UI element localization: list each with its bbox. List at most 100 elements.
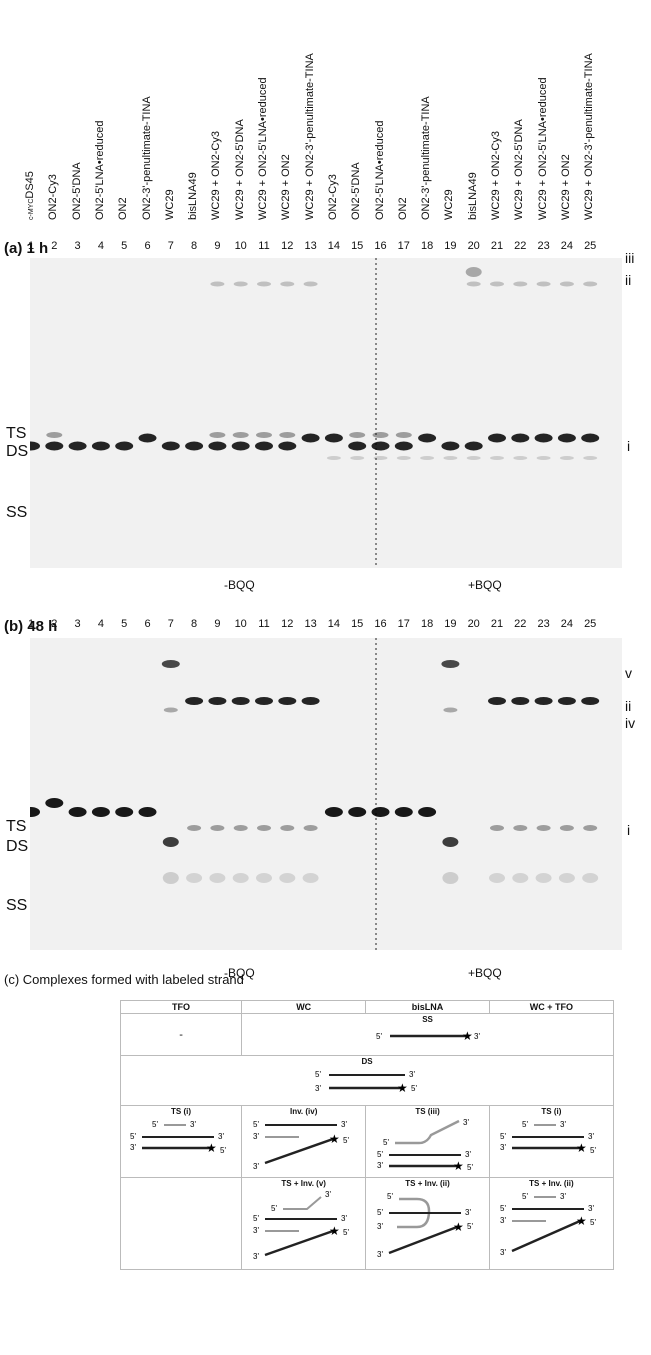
band-main bbox=[45, 798, 64, 808]
three-prime-label: 3' bbox=[465, 1150, 471, 1159]
band-main bbox=[441, 441, 460, 451]
lane-number: 10 bbox=[234, 618, 247, 630]
ts-inv-v-heading: TS + Inv. (v) bbox=[281, 1179, 326, 1188]
band-ii bbox=[559, 281, 574, 287]
label-ds-b: DS bbox=[6, 838, 29, 855]
band-main bbox=[278, 441, 297, 451]
band-ii bbox=[280, 281, 295, 287]
five-prime-label: 5' bbox=[500, 1132, 506, 1141]
lane-number: 11 bbox=[258, 618, 270, 630]
five-prime-label: 5' bbox=[376, 1032, 382, 1041]
lane-number: 20 bbox=[467, 240, 480, 252]
svg-text:★: ★ bbox=[329, 1224, 340, 1238]
band-ts bbox=[395, 432, 412, 438]
band-ii bbox=[557, 697, 576, 705]
band-main bbox=[45, 441, 64, 451]
three-prime-label: 3' bbox=[500, 1248, 506, 1257]
three-prime-label: 3' bbox=[253, 1132, 259, 1141]
band-ss-smear bbox=[302, 873, 319, 883]
three-prime-label: 3' bbox=[190, 1120, 196, 1129]
band-main bbox=[91, 441, 110, 451]
three-prime-label: 3' bbox=[588, 1132, 594, 1141]
lane-number: 22 bbox=[514, 618, 527, 630]
three-prime-label: 3' bbox=[315, 1084, 321, 1093]
lane-number: 20 bbox=[467, 618, 480, 630]
lane-header-label: WC29 + ON2 bbox=[280, 154, 293, 220]
band-faint bbox=[583, 456, 598, 460]
band-v bbox=[161, 660, 180, 668]
lane-number: 1 bbox=[27, 618, 35, 630]
ts-inv-ii-diagram-2: 5' 3' 5' 3' 3' ★ 5' 3' bbox=[500, 1192, 596, 1257]
band-main bbox=[91, 807, 110, 817]
ts-inv-v-diagram: 3' 5' 5' 3' 3' ★ 5' 3' bbox=[253, 1190, 349, 1259]
cell-ds: DS 5' 3' 3' ★ 5' bbox=[120, 1055, 614, 1106]
lane-number: 1 bbox=[27, 240, 35, 252]
cond-plus-b: +BQQ bbox=[468, 966, 502, 980]
label-v-b: v bbox=[625, 665, 632, 681]
five-prime-label: 5' bbox=[377, 1150, 383, 1159]
cell-ts-i-tfo: TS (i) 5' 3' 5' 3' 3' ★ 5' bbox=[119, 1105, 243, 1178]
band-faint bbox=[350, 456, 365, 460]
cell-ss-dash: - bbox=[119, 1013, 243, 1056]
band-faint bbox=[396, 456, 411, 460]
three-prime-label: 3' bbox=[218, 1132, 224, 1141]
gel-a-svg bbox=[30, 258, 622, 568]
band-main bbox=[324, 433, 343, 443]
band-faint bbox=[490, 456, 504, 460]
lane-number: 9 bbox=[214, 618, 221, 630]
band-ts bbox=[279, 432, 296, 438]
five-prime-label: 5' bbox=[220, 1146, 226, 1155]
lane-number: 4 bbox=[97, 618, 104, 630]
lane-number: 6 bbox=[144, 618, 151, 630]
band-ss-smear bbox=[582, 873, 599, 883]
lane-number: 25 bbox=[584, 618, 597, 630]
label-ts-a: TS bbox=[6, 425, 27, 442]
svg-text:★: ★ bbox=[576, 1141, 587, 1155]
ts-iii-heading: TS (iii) bbox=[415, 1107, 440, 1116]
ts-i-heading: TS (i) bbox=[171, 1107, 192, 1116]
band-main bbox=[464, 441, 483, 451]
band-iv bbox=[163, 707, 178, 713]
svg-text:★: ★ bbox=[453, 1220, 464, 1234]
three-prime-label: 3' bbox=[500, 1143, 506, 1152]
ts-i-diagram: 5' 3' 5' 3' 3' ★ 5' bbox=[130, 1120, 226, 1155]
band-main bbox=[324, 807, 343, 817]
band-ii bbox=[511, 697, 530, 705]
band-low bbox=[162, 837, 179, 847]
band-ss-smear bbox=[442, 872, 459, 884]
lane-number: 22 bbox=[514, 240, 527, 252]
three-prime-label: 3' bbox=[377, 1161, 383, 1170]
three-prime-label: 3' bbox=[474, 1032, 480, 1041]
three-prime-label: 3' bbox=[560, 1192, 566, 1201]
lane-header-label: WC29 bbox=[163, 189, 176, 220]
band-main bbox=[208, 441, 227, 451]
five-prime-label: 5' bbox=[315, 1070, 321, 1079]
lane-number: 10 bbox=[234, 240, 247, 252]
three-prime-label: 3' bbox=[409, 1070, 415, 1079]
lane-number: 21 bbox=[490, 240, 504, 252]
lane-number: 25 bbox=[584, 240, 597, 252]
five-prime-label: 5' bbox=[590, 1218, 596, 1227]
band-ts bbox=[46, 432, 63, 438]
lane-number: 17 bbox=[397, 618, 410, 630]
band-ts bbox=[232, 432, 249, 438]
three-prime-label: 3' bbox=[325, 1190, 331, 1199]
cmyc-prefix: c-MYC bbox=[28, 198, 35, 220]
gel-background bbox=[30, 258, 622, 568]
lane-number: 16 bbox=[374, 618, 387, 630]
band-main bbox=[161, 441, 180, 451]
label-iv-b: iv bbox=[625, 715, 636, 731]
lane-header-label: ON2-5'DNA bbox=[70, 162, 83, 220]
band-main bbox=[185, 441, 204, 451]
band-ds-faint bbox=[536, 825, 551, 831]
lane-number: 19 bbox=[444, 240, 457, 252]
ds-heading: DS bbox=[361, 1057, 373, 1066]
lane-header-label: ON2-Cy3 bbox=[47, 174, 60, 220]
lane-header-label: bisLNA49 bbox=[466, 172, 479, 220]
lane-number: 2 bbox=[51, 618, 58, 630]
ts-inv-ii-heading: TS + Inv. (ii) bbox=[405, 1179, 450, 1188]
five-prime-label: 5' bbox=[383, 1138, 389, 1147]
lane-number: 19 bbox=[444, 618, 457, 630]
ts-iii-diagram: 3' 5' 5' 3' 3' ★ 5' bbox=[377, 1118, 473, 1171]
band-ds-faint bbox=[583, 825, 598, 831]
